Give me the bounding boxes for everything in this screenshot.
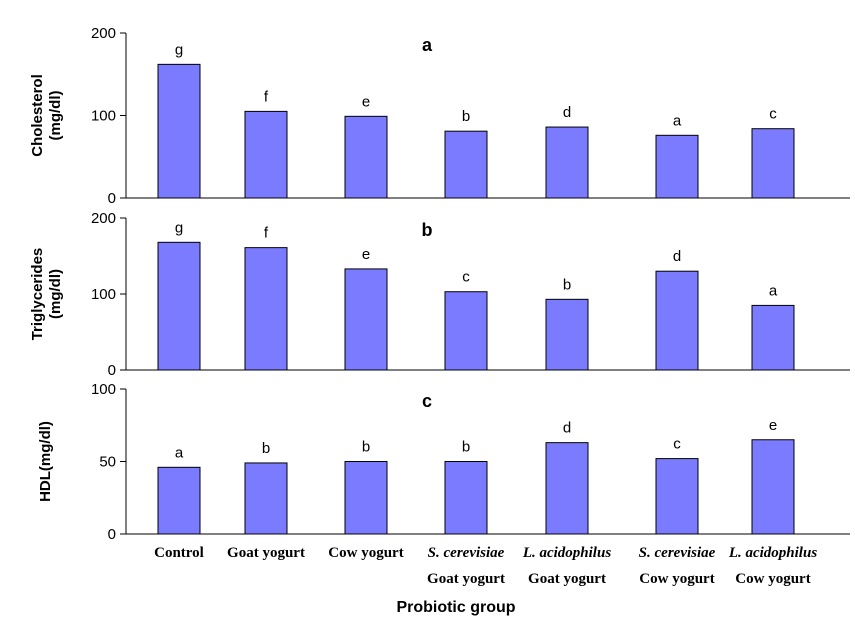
significance-letter: d xyxy=(563,104,571,121)
panel-letter: a xyxy=(422,35,433,55)
bar xyxy=(655,270,699,371)
y-axis-label: (mg/dl) xyxy=(47,91,64,141)
bar xyxy=(244,110,288,199)
significance-letter: b xyxy=(462,108,470,125)
significance-letter: c xyxy=(462,269,470,286)
significance-letter: a xyxy=(175,444,184,461)
category-label: L. acidophilus xyxy=(522,545,612,561)
bar xyxy=(655,134,699,199)
significance-letter: f xyxy=(264,88,269,105)
significance-letter: b xyxy=(362,439,370,456)
bar xyxy=(444,461,488,535)
bar xyxy=(344,268,388,371)
significance-letter: e xyxy=(362,246,370,263)
significance-letter: e xyxy=(362,93,370,110)
bar xyxy=(157,241,201,371)
category-label-line2: Cow yogurt xyxy=(735,571,810,587)
category-label: L. acidophilus xyxy=(728,545,818,561)
bar xyxy=(545,442,589,535)
bar xyxy=(157,466,201,535)
y-tick-label: 200 xyxy=(91,25,116,42)
bar xyxy=(157,63,201,199)
y-tick-label: 50 xyxy=(99,454,116,471)
y-tick-label: 100 xyxy=(91,286,116,303)
bar xyxy=(444,130,488,199)
y-axis-label: Triglycerides xyxy=(29,248,46,341)
bar xyxy=(244,247,288,371)
y-axis-label: (mg/dl) xyxy=(47,269,64,319)
category-label-line2: Goat yogurt xyxy=(427,571,505,587)
significance-letter: a xyxy=(769,282,778,299)
y-axis-label: Cholesterol xyxy=(29,74,46,157)
category-label-line2: Goat yogurt xyxy=(528,571,606,587)
significance-letter: d xyxy=(673,248,681,265)
significance-letter: a xyxy=(673,112,682,129)
significance-letter: c xyxy=(673,436,681,453)
bar xyxy=(751,304,795,371)
bar xyxy=(244,462,288,535)
category-label: S. cerevisiae xyxy=(639,545,716,561)
bar xyxy=(751,128,795,199)
significance-letter: f xyxy=(264,225,269,242)
bar xyxy=(344,461,388,535)
category-label: Cow yogurt xyxy=(328,545,403,561)
category-label: Control xyxy=(154,545,204,561)
significance-letter: d xyxy=(563,420,571,437)
y-tick-label: 200 xyxy=(91,210,116,227)
significance-letter: b xyxy=(262,440,270,457)
category-label: Goat yogurt xyxy=(227,545,305,561)
bar xyxy=(545,298,589,371)
significance-letter: g xyxy=(175,219,183,236)
y-tick-label: 0 xyxy=(108,190,116,207)
category-label-line2: Cow yogurt xyxy=(639,571,714,587)
category-label: S. cerevisiae xyxy=(428,545,505,561)
bar xyxy=(751,439,795,535)
bar xyxy=(545,126,589,199)
y-axis-label: HDL(mg/dl) xyxy=(37,421,54,502)
x-axis-label: Probiotic group xyxy=(396,599,515,616)
significance-letter: b xyxy=(462,439,470,456)
y-tick-label: 100 xyxy=(91,108,116,125)
significance-letter: c xyxy=(769,106,777,123)
significance-letter: g xyxy=(175,41,183,58)
bar xyxy=(444,291,488,371)
bar xyxy=(344,115,388,199)
y-tick-label: 0 xyxy=(108,362,116,379)
significance-letter: e xyxy=(769,417,777,434)
y-tick-label: 100 xyxy=(91,381,116,398)
y-tick-label: 0 xyxy=(108,526,116,543)
significance-letter: b xyxy=(563,276,571,293)
bar xyxy=(655,458,699,535)
panel-letter: b xyxy=(422,220,433,240)
panel-letter: c xyxy=(422,391,432,411)
